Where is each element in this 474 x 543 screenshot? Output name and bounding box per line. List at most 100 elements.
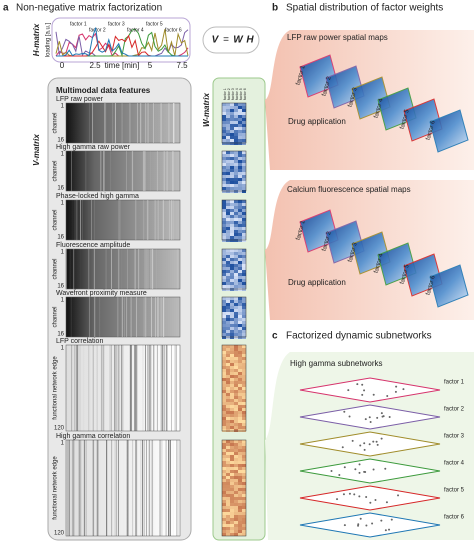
w-cell xyxy=(242,393,246,396)
w-cell xyxy=(230,157,234,160)
w-cell xyxy=(226,378,230,381)
w-block xyxy=(221,439,247,537)
heatmap xyxy=(65,439,181,537)
w-cell xyxy=(238,387,242,390)
w-cell xyxy=(234,276,238,279)
w-cell xyxy=(230,303,234,306)
map-factor: factor 1 xyxy=(296,219,307,241)
w-cell xyxy=(222,175,226,178)
w-cell xyxy=(222,476,226,479)
heatmap-stripe xyxy=(163,151,165,191)
axis-label: channel xyxy=(53,209,59,230)
w-factor: factor 6 xyxy=(243,88,247,100)
w-cell xyxy=(222,261,226,264)
w-cell xyxy=(242,224,246,227)
heatmap-stripe xyxy=(78,440,80,536)
heatmap-stripe xyxy=(85,151,87,191)
w-cell xyxy=(230,452,234,455)
feature-name: High gamma correlation xyxy=(56,433,130,440)
w-cell xyxy=(230,209,234,212)
heatmap-stripe xyxy=(168,103,170,143)
w-cell xyxy=(242,327,246,330)
w-cell xyxy=(230,476,234,479)
w-factor: factor 4 xyxy=(235,88,239,100)
w-cell xyxy=(230,212,234,215)
heatmap-stripe xyxy=(94,297,96,337)
w-cell xyxy=(234,414,238,417)
map-factor: factor 3 xyxy=(348,86,359,108)
w-cell xyxy=(242,103,246,106)
heatmap-stripe xyxy=(117,297,119,337)
w-cell xyxy=(230,163,234,166)
w-cell xyxy=(230,372,234,375)
heatmap-stripe xyxy=(129,103,131,143)
w-cell xyxy=(238,497,242,500)
heatmap-stripe xyxy=(72,200,73,240)
heatmap-stripe xyxy=(89,345,91,431)
w-cell xyxy=(242,258,246,261)
heatmap-stripe xyxy=(115,103,116,143)
heatmap-stripe xyxy=(135,440,137,536)
w-cell xyxy=(226,506,230,509)
w-cell xyxy=(234,396,238,399)
w-cell xyxy=(222,267,226,270)
heatmap-stripe xyxy=(103,345,105,431)
node xyxy=(386,395,389,398)
w-cell xyxy=(230,233,234,236)
w-cell xyxy=(242,405,246,408)
heatmap-stripe xyxy=(135,200,137,240)
w-cell xyxy=(238,458,242,461)
w-cell xyxy=(222,345,226,348)
w-cell xyxy=(238,488,242,491)
w-cell xyxy=(234,169,238,172)
w-cell xyxy=(226,175,230,178)
w-cell xyxy=(230,166,234,169)
w-cell xyxy=(238,411,242,414)
heatmap-stripe xyxy=(100,345,101,431)
w-cell xyxy=(226,190,230,193)
heatmap-stripe xyxy=(166,151,168,191)
w-cell xyxy=(234,136,238,139)
w-cell xyxy=(230,115,234,118)
w-cell xyxy=(234,384,238,387)
node xyxy=(388,528,391,531)
subnet-factor: factor 5 xyxy=(444,488,465,494)
w-cell xyxy=(234,399,238,402)
heatmap-stripe xyxy=(173,103,175,143)
w-cell xyxy=(230,215,234,218)
w-cell xyxy=(238,378,242,381)
w-cell xyxy=(242,473,246,476)
w-cell xyxy=(238,530,242,533)
w-cell xyxy=(238,491,242,494)
w-cell xyxy=(234,206,238,209)
heatmap-stripe xyxy=(71,345,73,431)
w-cell xyxy=(238,390,242,393)
w-cell xyxy=(230,203,234,206)
w-cell xyxy=(242,333,246,336)
w-cell xyxy=(226,212,230,215)
w-cell xyxy=(242,458,246,461)
w-cell xyxy=(226,455,230,458)
w-cell xyxy=(238,452,242,455)
heatmap-stripe xyxy=(166,345,168,431)
heatmap-stripe xyxy=(152,345,154,431)
w-cell xyxy=(222,109,226,112)
w-cell xyxy=(238,321,242,324)
w-cell xyxy=(238,494,242,497)
w-cell xyxy=(238,130,242,133)
w-cell xyxy=(226,509,230,512)
w-cell xyxy=(238,366,242,369)
heatmap-stripe xyxy=(162,345,164,431)
node xyxy=(343,410,346,413)
w-cell xyxy=(226,440,230,443)
w-cell xyxy=(226,160,230,163)
w-cell xyxy=(230,521,234,524)
w-cell xyxy=(222,206,226,209)
heatmap-stripe xyxy=(103,151,105,191)
w-cell xyxy=(238,112,242,115)
heatmap-stripe xyxy=(157,297,159,337)
heatmap-stripe xyxy=(155,249,156,289)
w-cell xyxy=(226,527,230,530)
w-cell xyxy=(242,396,246,399)
w-cell xyxy=(230,218,234,221)
